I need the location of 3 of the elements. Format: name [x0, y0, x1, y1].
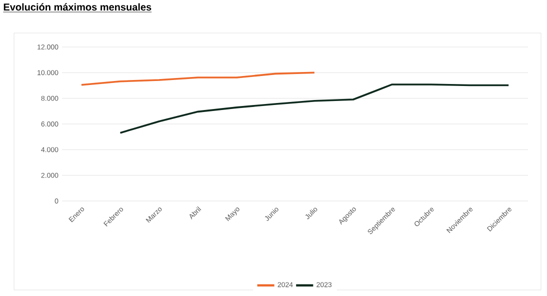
- line-series: [80, 72, 316, 86]
- chart-title: Evolución máximos mensuales: [4, 3, 152, 11]
- line-series: [119, 84, 510, 134]
